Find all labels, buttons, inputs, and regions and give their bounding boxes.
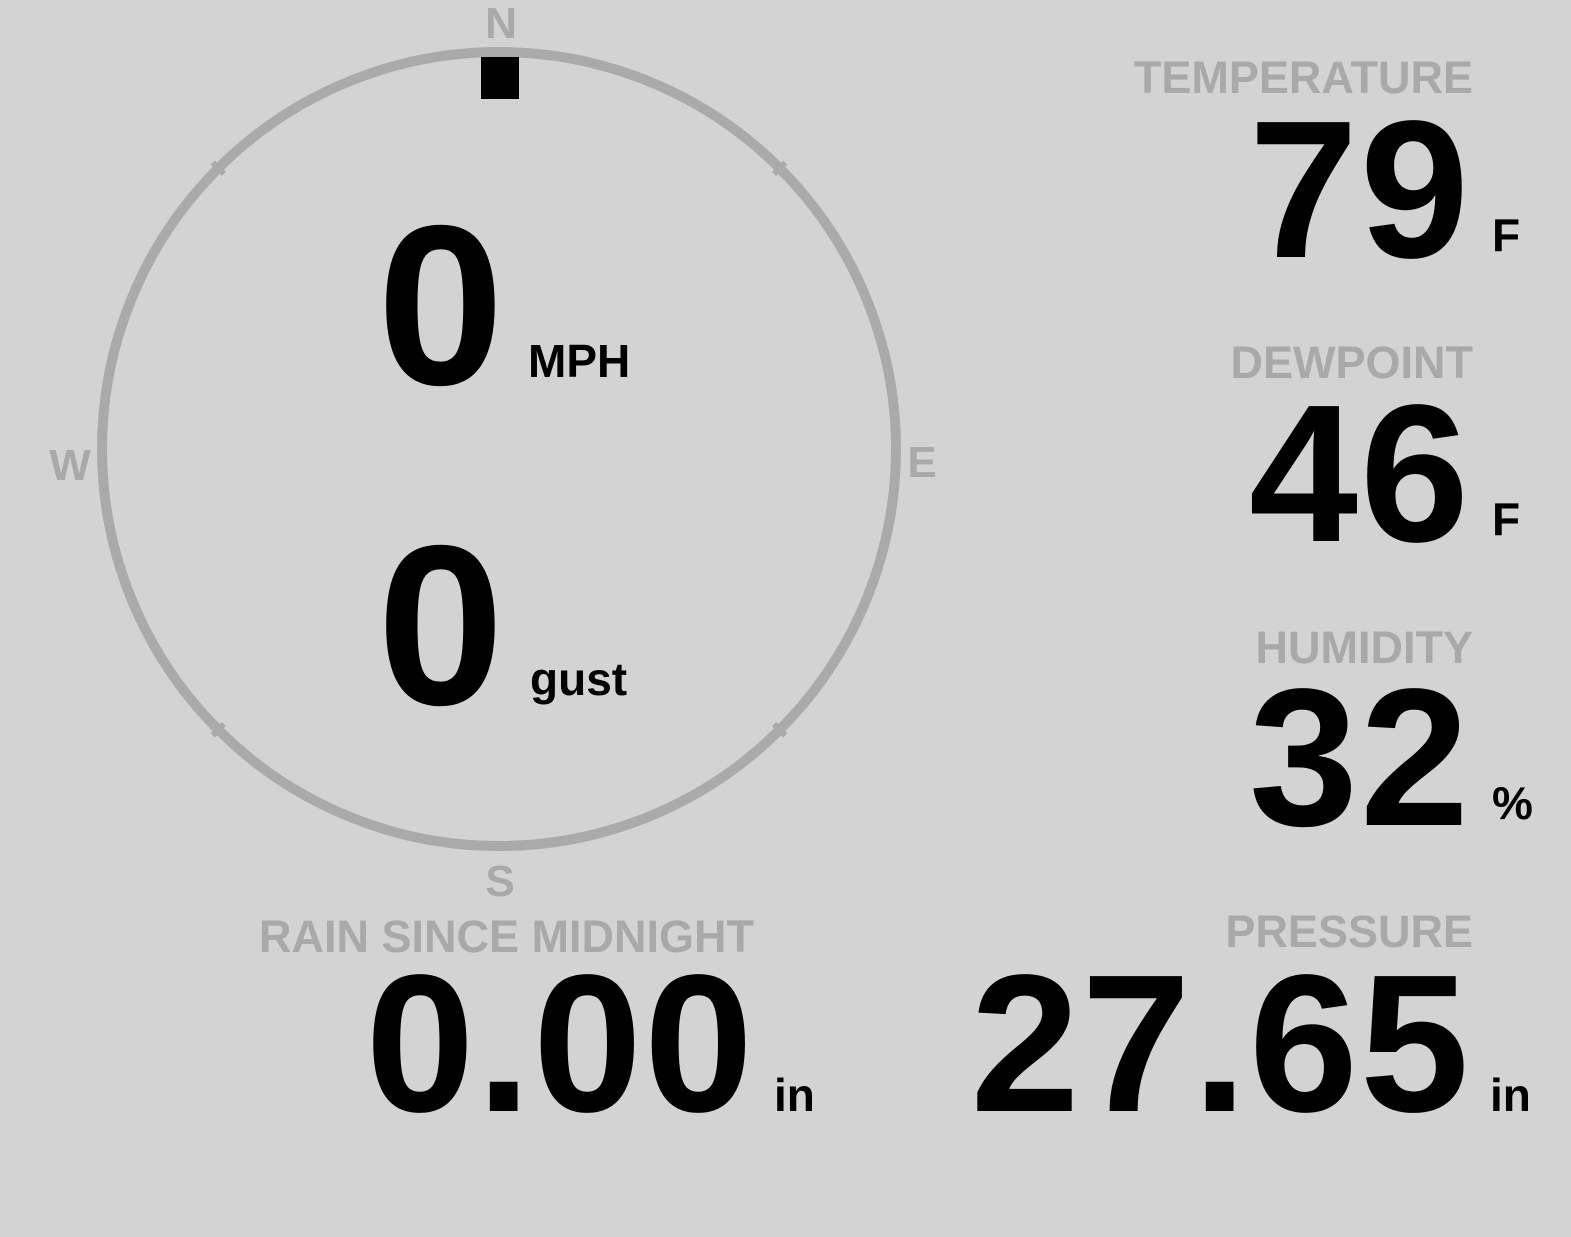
compass-south-label: S bbox=[485, 857, 515, 906]
compass-tick bbox=[210, 721, 227, 738]
dewpoint-value: 46 bbox=[1248, 364, 1471, 583]
humidity-value: 32 bbox=[1248, 648, 1471, 867]
rain-value: 0.00 bbox=[365, 934, 755, 1153]
compass-north-label: N bbox=[485, 0, 517, 48]
pressure-label: PRESSURE bbox=[1225, 906, 1473, 957]
pressure-value: 27.65 bbox=[970, 934, 1471, 1153]
temperature-label: TEMPERATURE bbox=[1133, 52, 1473, 103]
humidity-unit: % bbox=[1492, 777, 1533, 829]
compass-tick bbox=[771, 721, 788, 738]
dewpoint-label: DEWPOINT bbox=[1230, 337, 1474, 388]
wind-gust-unit: gust bbox=[530, 653, 628, 705]
compass-tick bbox=[771, 160, 788, 177]
dewpoint-unit: F bbox=[1492, 493, 1521, 545]
rain-unit: in bbox=[774, 1069, 815, 1121]
humidity-label: HUMIDITY bbox=[1255, 622, 1474, 673]
wind-speed-unit: MPH bbox=[528, 335, 631, 387]
compass-west-label: W bbox=[49, 441, 91, 490]
compass-east-label: E bbox=[907, 438, 937, 487]
wind-direction-marker bbox=[481, 57, 519, 99]
pressure-unit: in bbox=[1490, 1069, 1531, 1121]
wind-gust-value: 0 bbox=[377, 499, 506, 753]
compass-ring bbox=[97, 47, 901, 851]
wind-speed-value: 0 bbox=[377, 179, 506, 433]
temperature-unit: F bbox=[1492, 209, 1521, 261]
rain-label: RAIN SINCE MIDNIGHT bbox=[259, 911, 754, 962]
compass-tick bbox=[210, 160, 227, 177]
temperature-value: 79 bbox=[1248, 80, 1471, 299]
